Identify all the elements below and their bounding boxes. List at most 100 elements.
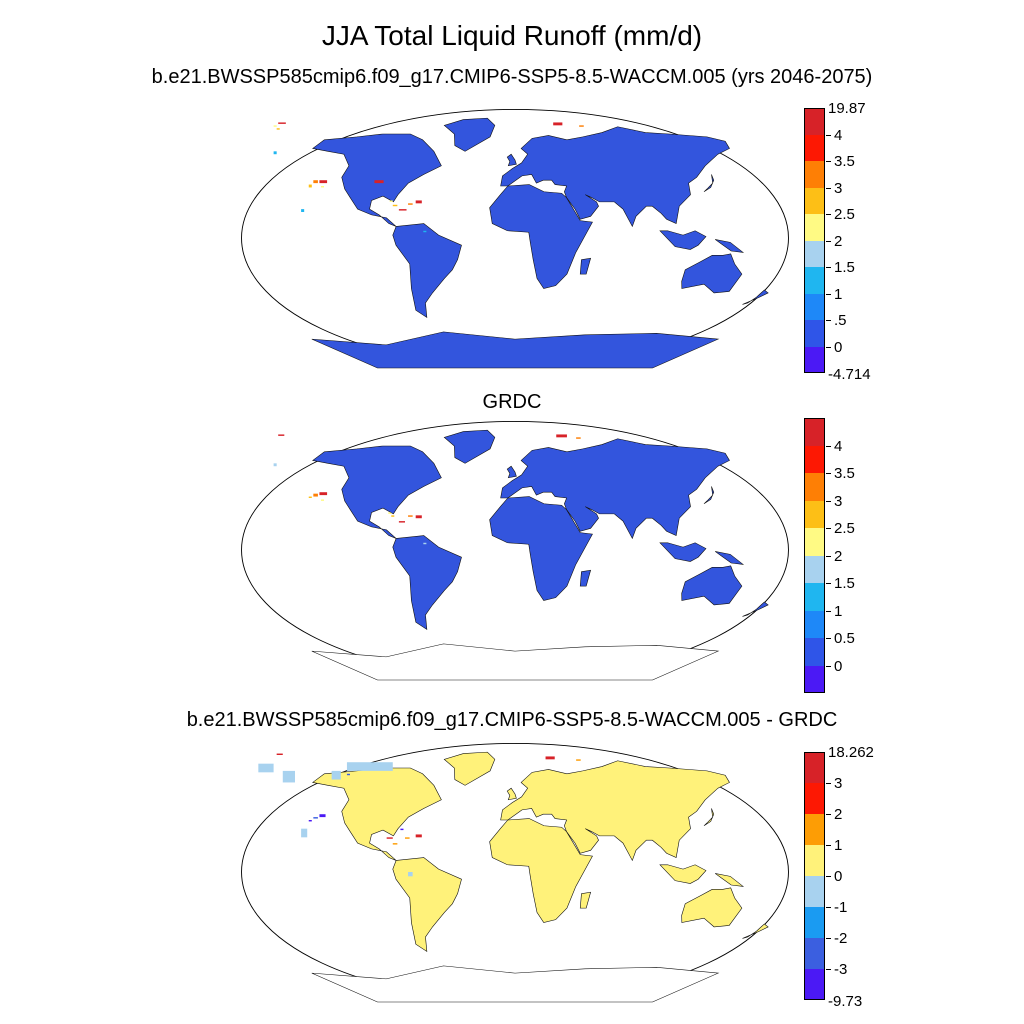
runoff-patch (331, 770, 341, 780)
land-europe-asia (500, 760, 730, 862)
runoff-patch (374, 180, 384, 184)
colorbar-tick (826, 445, 831, 447)
runoff-patch (276, 128, 280, 130)
runoff-patch (389, 200, 393, 202)
runoff-patch (400, 828, 404, 831)
colorbar-swatch (804, 610, 825, 638)
runoff-patch (320, 186, 325, 188)
colorbar-swatch (804, 907, 825, 938)
land-indonesia (659, 864, 707, 884)
colorbar-tick (826, 267, 831, 268)
colorbar-model: -4.714 0 .5 1 1.5 2 2.5 3 3.5 4 19.87 (800, 101, 900, 382)
runoff-patch (408, 872, 413, 877)
runoff-patch (408, 203, 413, 205)
runoff-patch (415, 515, 422, 519)
land-antarctica (311, 965, 720, 1003)
colorbar-grdc: 0 0.5 1 1.5 2 2.5 3 3.5 4 (800, 418, 900, 693)
colorbar-label: 2.5 (834, 520, 855, 537)
colorbar-label: 4 (834, 126, 843, 144)
runoff-patch (346, 773, 350, 776)
land-greenland (443, 117, 496, 152)
colorbar-swatch (804, 293, 825, 320)
colorbar-label: 3.5 (834, 153, 855, 170)
colorbar-label: -4.714 (828, 366, 871, 383)
runoff-patch (576, 437, 581, 439)
colorbar-swatch (804, 187, 825, 214)
runoff-patch (278, 122, 286, 124)
runoff-patch (319, 814, 326, 818)
land-japan (703, 174, 715, 193)
colorbar-label: 1 (834, 837, 843, 854)
colorbar-tick (826, 500, 831, 502)
runoff-patch (319, 180, 328, 184)
runoff-patch (346, 762, 393, 771)
colorbar-swatch (804, 583, 825, 611)
land-madagascar (579, 891, 592, 909)
colorbar-tick (826, 814, 831, 815)
land-madagascar (579, 569, 592, 587)
land-europe-asia (500, 126, 730, 228)
panel-title-difference: b.e21.BWSSP585cmip6.f09_g17.CMIP6-SSP5-8… (186, 709, 838, 731)
colorbar-swatch (804, 969, 825, 1000)
colorbar-frame (804, 752, 825, 1000)
land-indonesia (659, 230, 707, 250)
land-africa (489, 184, 593, 289)
colorbar-label: 1 (834, 602, 843, 620)
runoff-patch (415, 200, 422, 204)
land-new-zealand (742, 923, 769, 939)
runoff-patch (405, 837, 410, 839)
colorbar-swatch (804, 134, 825, 161)
colorbar-swatch (804, 845, 825, 876)
runoff-patch (278, 434, 285, 436)
colorbar-swatch (804, 555, 825, 583)
runoff-patch (308, 820, 312, 822)
colorbar-difference: -9.73 -3 -2 -1 0 1 2 3 18.262 (800, 745, 900, 1009)
land-south-america (392, 535, 462, 631)
colorbar-label: -1 (834, 899, 848, 916)
colorbar-swatch (804, 108, 825, 135)
runoff-patch (308, 496, 312, 498)
colorbar-label: 2 (834, 806, 843, 823)
colorbar-swatch (804, 214, 825, 241)
runoff-patch (392, 843, 398, 845)
colorbar-tick (826, 938, 831, 939)
colorbar-label: 1.5 (834, 575, 855, 592)
land-new-zealand (742, 601, 769, 617)
colorbar-tick (826, 320, 831, 321)
runoff-patch (273, 463, 277, 467)
colorbar-tick (826, 876, 831, 877)
runoff-patch (553, 122, 563, 126)
colorbar-label: 19.87 (828, 100, 866, 117)
colorbar-swatch (804, 473, 825, 501)
colorbar-tick (826, 187, 831, 189)
colorbar-tick (826, 293, 831, 295)
colorbar-tick (826, 473, 831, 474)
land-uk (506, 153, 517, 167)
colorbar-tick (826, 845, 831, 846)
runoff-patch (391, 515, 395, 517)
colorbar-tick (826, 665, 831, 667)
land-japan (703, 486, 715, 505)
colorbar-label: .5 (834, 312, 847, 329)
runoff-patch (579, 125, 584, 127)
colorbar-label: 0.5 (834, 630, 855, 647)
runoff-patch (398, 521, 405, 523)
runoff-patch (276, 753, 283, 755)
colorbar-swatch (804, 445, 825, 473)
colorbar-tick (826, 638, 831, 639)
land-antarctica (311, 643, 720, 681)
colorbar-tick (826, 346, 831, 348)
land-australia (681, 565, 743, 606)
colorbar-label: -9.73 (828, 993, 863, 1010)
runoff-patch (282, 770, 295, 783)
colorbar-label: 3.5 (834, 465, 855, 482)
land-south-america (392, 857, 462, 953)
runoff-patch (415, 834, 422, 838)
land-africa (489, 818, 593, 923)
panel-title-model: b.e21.BWSSP585cmip6.f09_g17.CMIP6-SSP5-8… (151, 66, 873, 88)
land-antarctica (311, 331, 720, 369)
colorbar-swatch (804, 267, 825, 294)
land-north-america (312, 445, 442, 539)
colorbar-frame (804, 108, 825, 373)
land-madagascar (579, 257, 592, 275)
